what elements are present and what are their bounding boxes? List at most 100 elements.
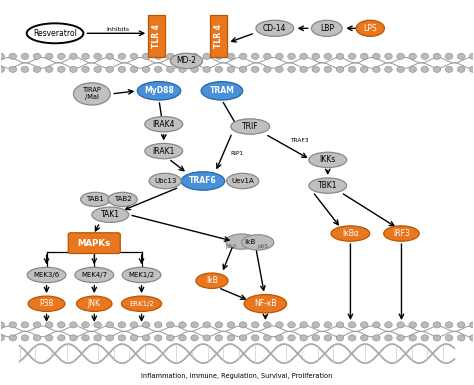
Text: MEK4/7: MEK4/7 <box>81 272 107 278</box>
Circle shape <box>300 322 308 328</box>
Circle shape <box>57 335 65 341</box>
Ellipse shape <box>384 226 419 241</box>
Circle shape <box>288 322 295 328</box>
Circle shape <box>336 322 344 328</box>
Circle shape <box>70 66 77 72</box>
Circle shape <box>21 66 29 72</box>
Ellipse shape <box>145 143 182 159</box>
Ellipse shape <box>226 234 258 249</box>
Circle shape <box>373 335 380 341</box>
Circle shape <box>118 335 126 341</box>
Circle shape <box>33 335 41 341</box>
Ellipse shape <box>73 83 110 105</box>
Circle shape <box>155 66 162 72</box>
Circle shape <box>300 66 308 72</box>
Circle shape <box>46 335 53 341</box>
Text: ERK1/2: ERK1/2 <box>129 301 154 307</box>
Circle shape <box>445 66 453 72</box>
Circle shape <box>385 53 392 59</box>
Circle shape <box>470 322 474 328</box>
Text: MyD88: MyD88 <box>144 86 174 95</box>
Circle shape <box>276 66 283 72</box>
Ellipse shape <box>122 267 161 283</box>
Circle shape <box>373 53 380 59</box>
Circle shape <box>264 335 271 341</box>
Circle shape <box>166 53 174 59</box>
Circle shape <box>251 53 259 59</box>
Circle shape <box>433 322 441 328</box>
Circle shape <box>433 53 441 59</box>
Circle shape <box>409 335 417 341</box>
Circle shape <box>82 66 89 72</box>
Circle shape <box>409 53 417 59</box>
Circle shape <box>9 66 17 72</box>
Circle shape <box>312 66 319 72</box>
Circle shape <box>457 322 465 328</box>
Text: IkB: IkB <box>244 239 255 245</box>
Ellipse shape <box>231 119 270 134</box>
Text: TRAF6: TRAF6 <box>189 176 217 186</box>
Circle shape <box>288 66 295 72</box>
Text: IRF3: IRF3 <box>393 229 410 238</box>
Text: TRAM: TRAM <box>210 86 234 95</box>
Circle shape <box>470 335 474 341</box>
Text: JNK: JNK <box>88 299 101 308</box>
Circle shape <box>470 66 474 72</box>
Circle shape <box>106 66 114 72</box>
Circle shape <box>324 53 332 59</box>
Circle shape <box>433 335 441 341</box>
Text: NF-κB: NF-κB <box>254 299 277 308</box>
Circle shape <box>46 53 53 59</box>
Circle shape <box>373 66 380 72</box>
Circle shape <box>373 322 380 328</box>
Circle shape <box>70 322 77 328</box>
Circle shape <box>0 66 4 72</box>
Circle shape <box>57 322 65 328</box>
Circle shape <box>409 66 417 72</box>
Text: IRAK4: IRAK4 <box>153 120 175 129</box>
Circle shape <box>348 53 356 59</box>
Text: TRAF3: TRAF3 <box>290 138 309 143</box>
Circle shape <box>118 66 126 72</box>
Circle shape <box>457 66 465 72</box>
Ellipse shape <box>76 296 112 311</box>
Ellipse shape <box>145 117 182 132</box>
Circle shape <box>288 53 295 59</box>
Circle shape <box>445 335 453 341</box>
Ellipse shape <box>81 192 110 206</box>
Circle shape <box>227 53 235 59</box>
Ellipse shape <box>121 296 162 311</box>
Circle shape <box>142 335 150 341</box>
Text: Inflammation, Immune, Regulation, Survival, Proliferation: Inflammation, Immune, Regulation, Surviv… <box>141 373 333 378</box>
Circle shape <box>445 322 453 328</box>
Ellipse shape <box>309 178 346 193</box>
Circle shape <box>166 66 174 72</box>
FancyBboxPatch shape <box>210 15 227 57</box>
Circle shape <box>421 322 428 328</box>
Ellipse shape <box>309 152 346 167</box>
Circle shape <box>276 335 283 341</box>
Text: MEK3/6: MEK3/6 <box>33 272 60 278</box>
Circle shape <box>179 53 186 59</box>
Circle shape <box>348 66 356 72</box>
Circle shape <box>179 66 186 72</box>
Circle shape <box>300 335 308 341</box>
Text: Inhibits: Inhibits <box>106 27 129 32</box>
Circle shape <box>251 335 259 341</box>
Text: MD-2: MD-2 <box>176 57 196 65</box>
Circle shape <box>215 322 223 328</box>
Circle shape <box>336 66 344 72</box>
Circle shape <box>397 66 404 72</box>
Circle shape <box>33 53 41 59</box>
Circle shape <box>130 335 138 341</box>
Circle shape <box>445 53 453 59</box>
Circle shape <box>433 66 441 72</box>
Ellipse shape <box>108 192 137 206</box>
Circle shape <box>239 66 247 72</box>
Ellipse shape <box>201 82 243 100</box>
Circle shape <box>324 66 332 72</box>
Circle shape <box>276 322 283 328</box>
Circle shape <box>409 322 417 328</box>
Ellipse shape <box>331 226 370 241</box>
Circle shape <box>94 322 101 328</box>
